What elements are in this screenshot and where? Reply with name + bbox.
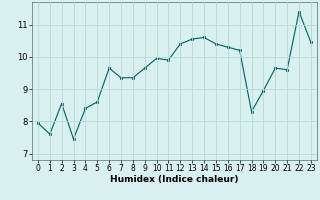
X-axis label: Humidex (Indice chaleur): Humidex (Indice chaleur) [110,175,239,184]
